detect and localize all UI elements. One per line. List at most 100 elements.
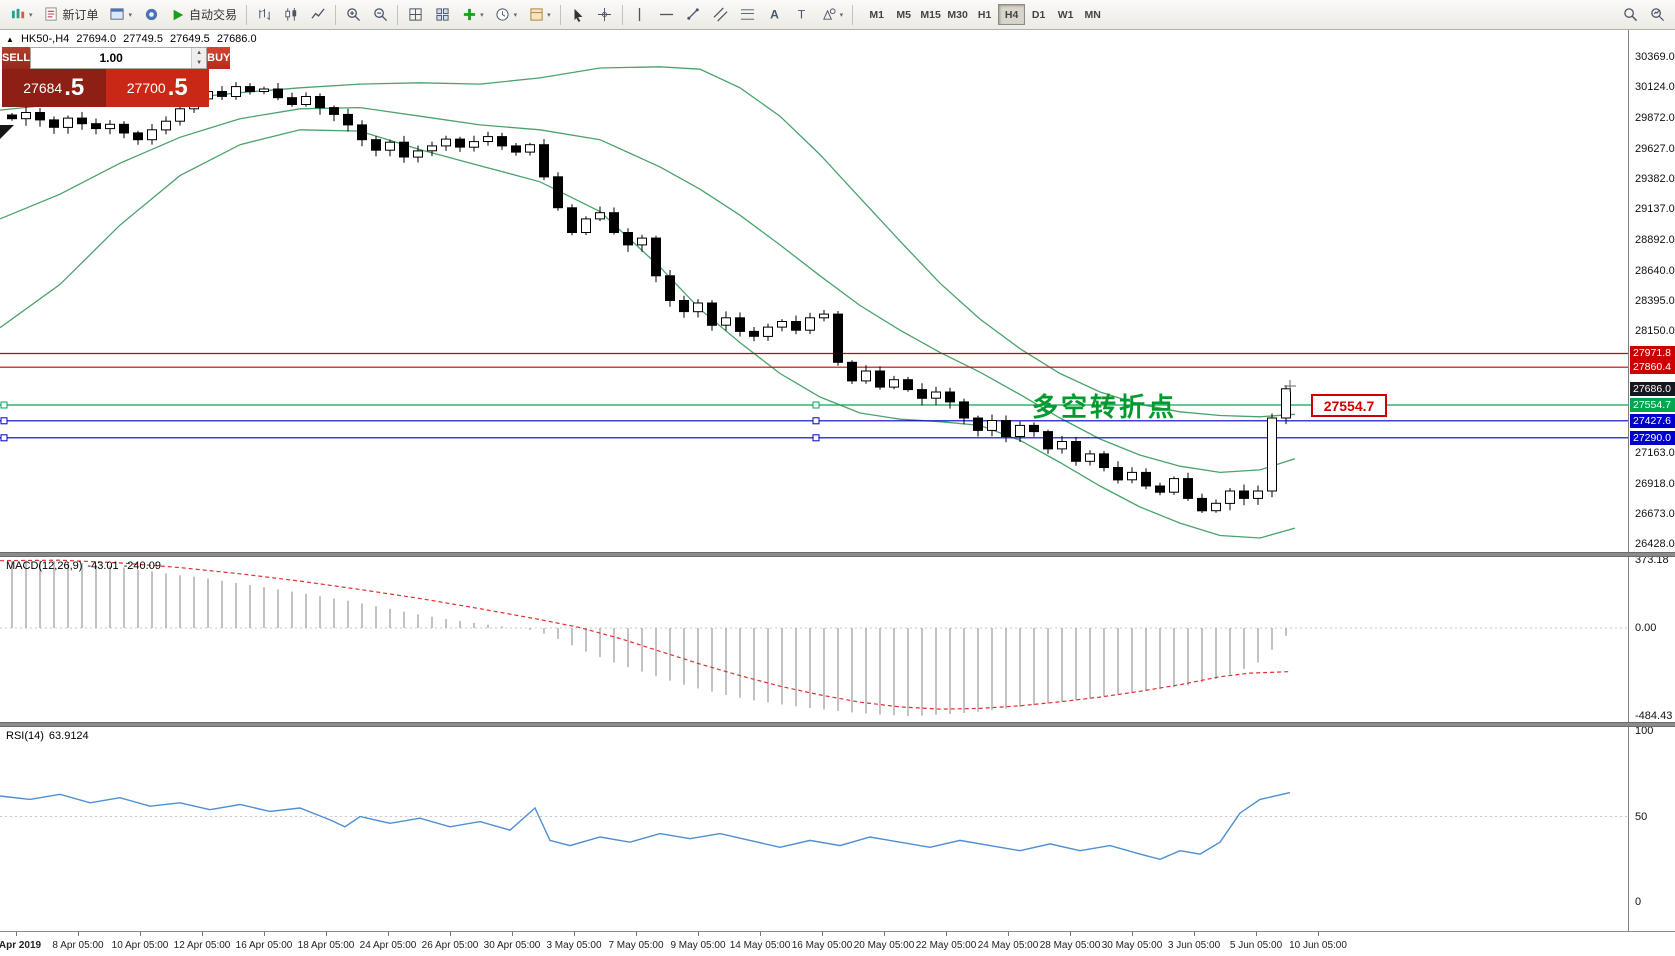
macd-canvas[interactable] (0, 557, 1628, 722)
candle-bull (1127, 471, 1137, 481)
candle-bear (651, 237, 661, 277)
line-handle[interactable] (0, 401, 8, 409)
zoom-out-button[interactable] (367, 3, 393, 27)
candle-bear (119, 123, 129, 134)
line-handle[interactable] (812, 434, 820, 442)
line-chart-button[interactable] (305, 3, 331, 27)
line-handle[interactable] (812, 401, 820, 409)
text-button[interactable]: A (762, 3, 788, 27)
buy-button[interactable]: BUY (207, 47, 231, 69)
candle-bear (1155, 485, 1165, 493)
line-handle[interactable] (812, 417, 820, 425)
alerts-button[interactable] (138, 3, 164, 27)
new-chart-button[interactable]: ▾ (5, 3, 38, 27)
timeframe-d1[interactable]: D1 (1031, 8, 1046, 21)
date-axis[interactable]: 8 Apr 2019 8 Apr 05:00 10 Apr 05:00 12 Apr … (0, 931, 1675, 956)
sell-price[interactable]: 27684.5 (2, 69, 106, 107)
timeframe-m15[interactable]: M15 (920, 8, 941, 21)
macd-axis-label: -484.43 (1635, 710, 1673, 722)
date-axis-label: 30 Apr 05:00 (483, 940, 541, 951)
candle-bull (987, 420, 997, 431)
text-label-button[interactable]: T (789, 3, 815, 27)
main-chart-canvas[interactable] (0, 30, 1628, 552)
tile-windows-button[interactable] (402, 3, 428, 27)
quick-search-button[interactable] (1644, 3, 1670, 27)
cursor-button[interactable] (565, 3, 591, 27)
candle-bull (1169, 478, 1179, 493)
candle-bear (847, 361, 857, 382)
chart-info-line: ▲ HK50-,H4 27694.0 27749.5 27649.5 27686… (6, 33, 261, 45)
date-axis-label: 16 May 05:00 (791, 940, 853, 951)
candle-bull (931, 391, 941, 399)
timeframe-m1[interactable]: M1 (869, 8, 884, 21)
zoom-in-button[interactable] (340, 3, 366, 27)
candle-bear (1029, 424, 1039, 433)
panel-collapse-arrow-icon[interactable] (0, 125, 14, 139)
chart-text-annotation[interactable]: 多空转折点 (1032, 392, 1178, 422)
candle-bull (427, 145, 437, 152)
line-handle[interactable] (0, 417, 8, 425)
price-axis-marker-27860.4: 27860.4 (1630, 360, 1675, 374)
horizontal-line-button[interactable] (654, 3, 680, 27)
search-symbol-button[interactable] (1617, 3, 1643, 27)
date-axis-label: 24 May 05:00 (977, 940, 1039, 951)
date-axis-label: 5 Jun 05:00 (1229, 940, 1283, 951)
date-tick (512, 932, 513, 936)
candle-bear (707, 302, 717, 326)
templates-button[interactable]: ▾ (523, 3, 556, 27)
date-tick (946, 932, 947, 936)
volume-control: ▲ ▼ (30, 47, 208, 69)
timeframe-w1[interactable]: W1 (1057, 8, 1074, 21)
pane-splitter[interactable] (0, 722, 1675, 727)
shapes-button[interactable]: ▾ (816, 3, 849, 27)
profiles-button[interactable]: ▾ (105, 3, 138, 27)
candle-bull (889, 379, 899, 388)
indicators-button[interactable]: ▾ (456, 3, 489, 27)
trendline-button[interactable] (681, 3, 707, 27)
pane-splitter[interactable] (0, 552, 1675, 557)
sell-button[interactable]: SELL (2, 47, 31, 69)
cascade-windows-button[interactable] (429, 3, 455, 27)
timeframe-m30[interactable]: M30 (947, 8, 968, 21)
buy-price-frac: .5 (167, 74, 188, 101)
volume-input[interactable] (31, 48, 192, 68)
crosshair-button[interactable] (592, 3, 618, 27)
price-callout-label[interactable]: 27554.7 (1311, 394, 1387, 417)
volume-decrease-button[interactable]: ▼ (192, 58, 207, 68)
timeframe-h1[interactable]: H1 (977, 8, 992, 21)
candle-bear (833, 313, 843, 363)
price-axis-label: 28640.0 (1635, 265, 1675, 277)
toolbar-separator (852, 4, 854, 25)
vertical-line-button[interactable] (627, 3, 653, 27)
crosshair-cursor-icon (1284, 380, 1296, 392)
periods-button[interactable]: ▾ (490, 3, 523, 27)
timeframe-mn[interactable]: MN (1084, 8, 1101, 21)
candlestick-chart-button[interactable] (278, 3, 304, 27)
candle-bear (973, 417, 983, 431)
bar-chart-button[interactable] (251, 3, 277, 27)
timeframe-m5[interactable]: M5 (896, 8, 911, 21)
candle-bear (217, 91, 227, 97)
date-tick (1008, 932, 1009, 936)
timeframe-h4[interactable]: H4 (998, 4, 1026, 25)
volume-increase-button[interactable]: ▲ (192, 48, 207, 58)
date-tick (1318, 932, 1319, 936)
rsi-canvas[interactable] (0, 727, 1628, 931)
fibonacci-button[interactable] (735, 3, 761, 27)
new-order-button[interactable]: 新订单 (39, 3, 104, 27)
autotrading-button[interactable]: 自动交易 (165, 3, 242, 27)
buy-price[interactable]: 27700.5 (105, 69, 209, 107)
dropdown-arrow-icon: ▾ (547, 11, 551, 19)
rsi-axis-label: 50 (1635, 811, 1648, 823)
line-handle[interactable] (0, 434, 8, 442)
price-axis[interactable]: 30369.0 30124.0 29872.0 29627.0 29382.0 29137… (1628, 30, 1675, 931)
candle-bull (805, 317, 815, 331)
channel-button[interactable] (708, 3, 734, 27)
date-axis-label: 7 May 05:00 (608, 940, 664, 951)
date-tick (636, 932, 637, 936)
candle-bull (1085, 453, 1095, 462)
fibo-icon (740, 7, 756, 23)
date-axis-label: 3 May 05:00 (546, 940, 602, 951)
bollinger-upper-band (0, 66, 1296, 418)
date-tick (140, 932, 141, 936)
